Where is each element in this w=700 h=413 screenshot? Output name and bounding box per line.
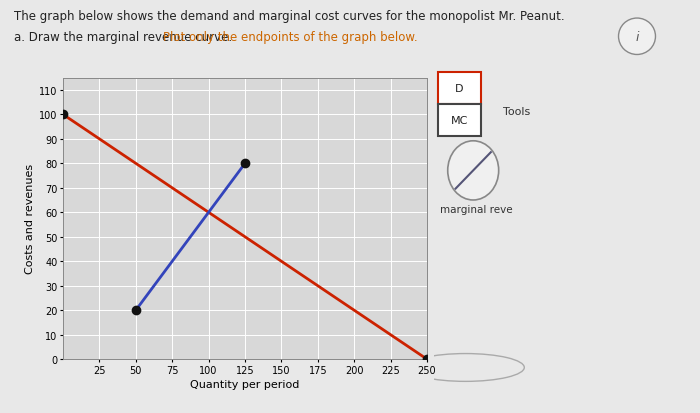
Circle shape bbox=[619, 19, 655, 55]
Text: Plot only the endpoints of the graph below.: Plot only the endpoints of the graph bel… bbox=[163, 31, 418, 44]
Text: i: i bbox=[636, 31, 638, 44]
Text: a. Draw the marginal revenue curve.: a. Draw the marginal revenue curve. bbox=[14, 31, 236, 44]
Text: MC: MC bbox=[451, 116, 468, 126]
Text: Tools: Tools bbox=[503, 107, 530, 117]
FancyBboxPatch shape bbox=[438, 74, 481, 105]
X-axis label: Quantity per period: Quantity per period bbox=[190, 379, 300, 389]
FancyBboxPatch shape bbox=[438, 105, 481, 137]
Y-axis label: Costs and revenues: Costs and revenues bbox=[25, 164, 35, 274]
Text: D: D bbox=[455, 84, 463, 94]
Circle shape bbox=[448, 141, 498, 200]
Text: marginal reve: marginal reve bbox=[440, 204, 512, 215]
Text: The graph below shows the demand and marginal cost curves for the monopolist Mr.: The graph below shows the demand and mar… bbox=[14, 10, 565, 23]
